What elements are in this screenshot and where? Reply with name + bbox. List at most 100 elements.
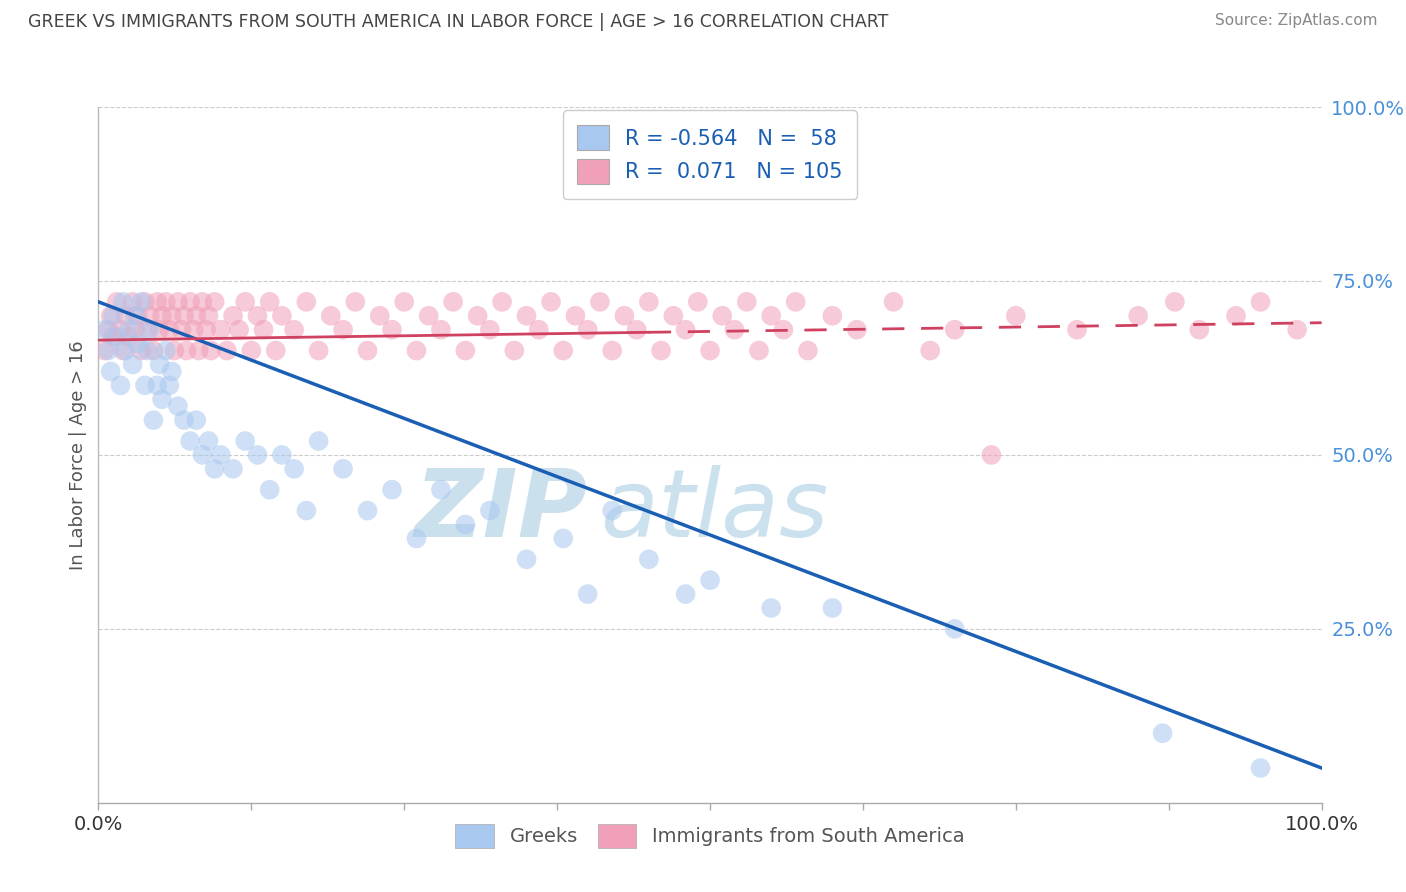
Point <box>101 329 124 343</box>
Point <box>638 552 661 566</box>
Point <box>319 309 342 323</box>
Point <box>454 343 477 358</box>
Point <box>197 309 219 323</box>
Point <box>176 343 198 358</box>
Point <box>264 343 287 358</box>
Point <box>980 448 1002 462</box>
Point <box>183 323 205 337</box>
Point <box>943 323 966 337</box>
Point <box>1128 309 1150 323</box>
Point <box>163 343 186 358</box>
Text: Source: ZipAtlas.com: Source: ZipAtlas.com <box>1215 13 1378 29</box>
Point <box>748 343 770 358</box>
Point <box>114 343 136 358</box>
Point <box>441 294 464 309</box>
Point <box>228 323 250 337</box>
Point <box>405 343 427 358</box>
Point <box>246 448 269 462</box>
Point <box>478 323 501 337</box>
Point <box>735 294 758 309</box>
Point <box>110 323 132 337</box>
Point <box>100 309 122 323</box>
Point <box>209 323 232 337</box>
Point <box>540 294 562 309</box>
Point <box>191 294 214 309</box>
Point <box>150 392 173 407</box>
Point <box>93 323 115 337</box>
Point <box>478 503 501 517</box>
Point <box>233 294 256 309</box>
Point <box>127 309 149 323</box>
Point <box>157 378 180 392</box>
Point <box>675 587 697 601</box>
Point <box>589 294 612 309</box>
Point <box>160 309 183 323</box>
Point <box>233 434 256 448</box>
Point <box>711 309 734 323</box>
Point <box>356 343 378 358</box>
Point <box>215 343 238 358</box>
Point <box>295 503 318 517</box>
Point <box>191 448 214 462</box>
Point <box>699 343 721 358</box>
Point <box>308 434 330 448</box>
Point <box>515 552 537 566</box>
Point <box>1249 294 1271 309</box>
Point <box>600 343 623 358</box>
Point <box>134 294 156 309</box>
Point <box>392 294 416 309</box>
Point <box>381 483 404 497</box>
Point <box>160 364 183 378</box>
Point <box>93 343 115 358</box>
Point <box>564 309 586 323</box>
Point <box>139 323 162 337</box>
Point <box>772 323 794 337</box>
Point <box>883 294 905 309</box>
Point <box>149 323 172 337</box>
Point <box>101 309 124 323</box>
Point <box>821 601 844 615</box>
Point <box>381 323 404 337</box>
Point <box>675 323 697 337</box>
Point <box>100 364 122 378</box>
Point <box>136 323 159 337</box>
Point <box>146 294 169 309</box>
Point <box>454 517 477 532</box>
Point <box>1004 309 1026 323</box>
Point <box>430 323 453 337</box>
Point <box>527 323 550 337</box>
Point <box>1249 761 1271 775</box>
Point <box>368 309 391 323</box>
Point <box>118 329 141 343</box>
Point <box>785 294 807 309</box>
Point <box>332 462 354 476</box>
Point <box>821 309 844 323</box>
Point <box>467 309 489 323</box>
Point <box>121 294 143 309</box>
Point <box>845 323 868 337</box>
Point <box>1225 309 1247 323</box>
Point <box>638 294 661 309</box>
Point <box>105 329 128 343</box>
Point <box>295 294 318 309</box>
Point <box>134 378 156 392</box>
Point <box>650 343 672 358</box>
Point <box>173 309 195 323</box>
Point <box>252 323 274 337</box>
Point <box>97 343 120 358</box>
Point <box>127 336 149 351</box>
Point <box>121 358 143 372</box>
Point <box>686 294 709 309</box>
Point <box>576 323 599 337</box>
Point <box>270 309 294 323</box>
Point <box>118 323 141 337</box>
Point <box>240 343 263 358</box>
Point <box>155 343 177 358</box>
Point <box>150 309 173 323</box>
Point <box>430 483 453 497</box>
Point <box>179 294 201 309</box>
Point <box>491 294 513 309</box>
Point <box>129 343 152 358</box>
Point <box>1286 323 1309 337</box>
Point <box>167 294 190 309</box>
